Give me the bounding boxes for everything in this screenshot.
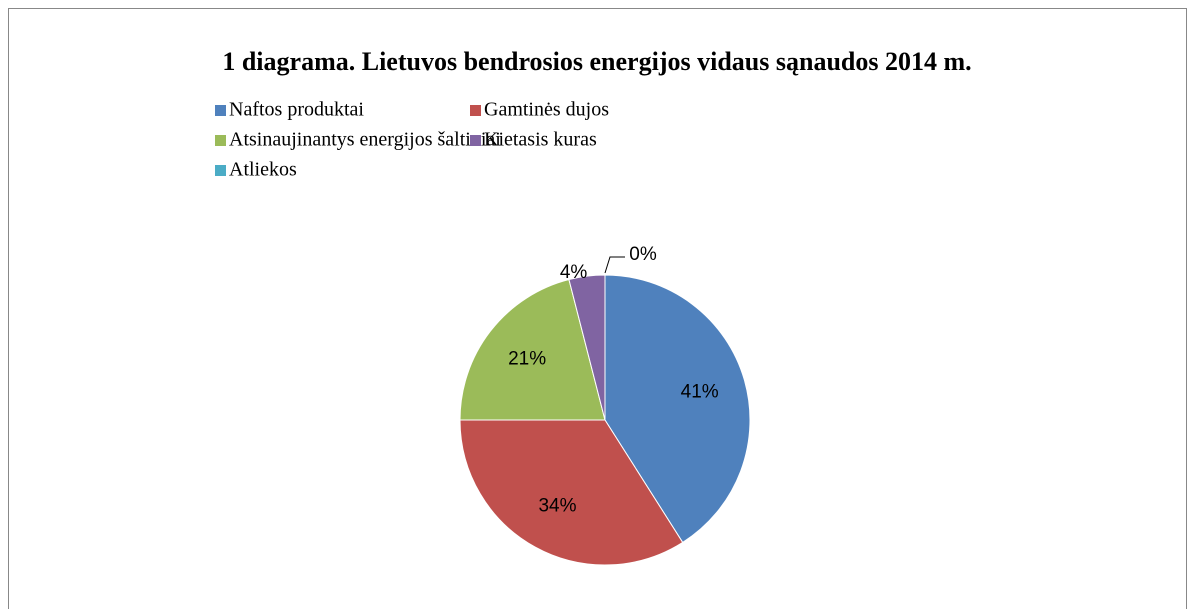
data-label: 0% (629, 244, 657, 265)
legend-swatch (215, 105, 226, 116)
legend-label: Atsinaujinantys energijos šaltiniai (229, 129, 501, 151)
legend-label: Naftos produktai (229, 99, 364, 121)
pie-slice (459, 278, 606, 421)
legend-swatch (215, 165, 226, 176)
legend-label: Gamtinės dujos (484, 99, 609, 121)
data-label: 41% (681, 382, 719, 403)
legend-swatch (215, 135, 226, 146)
data-label: 21% (508, 349, 546, 370)
legend-swatch (470, 105, 481, 116)
pie-slice (604, 274, 751, 544)
legend-swatch (470, 135, 481, 146)
legend-label: Kietasis kuras (484, 129, 597, 151)
chart-title: 1 diagrama. Lietuvos bendrosios energijo… (222, 47, 971, 76)
data-label: 4% (560, 262, 588, 283)
data-label: 34% (538, 495, 576, 516)
pie-slice (459, 419, 684, 566)
legend-label: Atliekos (229, 159, 297, 181)
leader-line (604, 256, 625, 274)
